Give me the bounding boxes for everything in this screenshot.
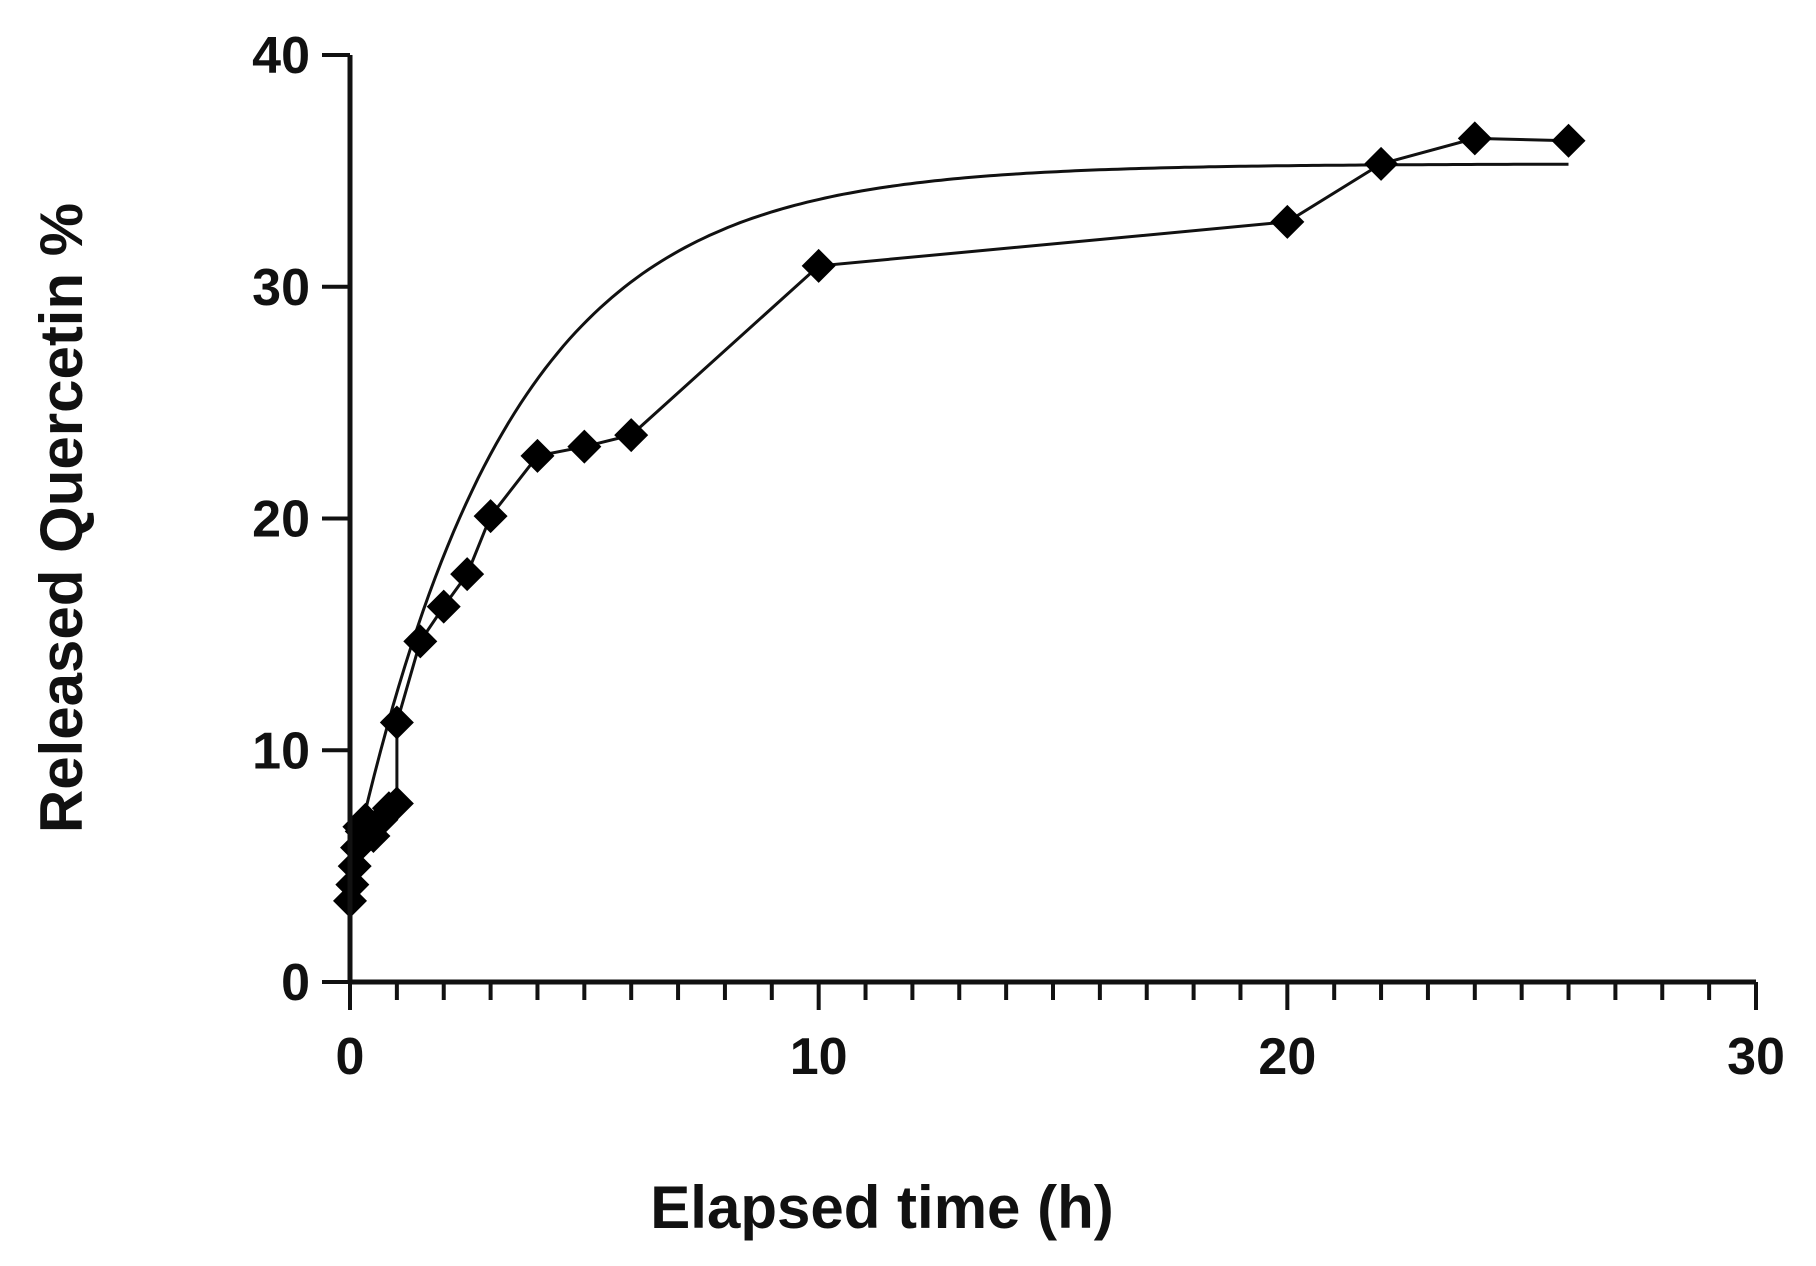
x-axis-title: Elapsed time (h): [650, 1174, 1113, 1241]
data-point-diamond: [1364, 146, 1399, 181]
fit-curve: [348, 162, 1569, 879]
y-tick-label: 0: [281, 954, 310, 1012]
data-point-diamond: [1457, 121, 1492, 156]
x-tick-label: 10: [790, 1028, 848, 1086]
data-point-diamond: [801, 248, 836, 283]
data-point-diamond: [1551, 123, 1586, 158]
data-point-diamond: [379, 786, 414, 821]
data-point-diamond: [426, 589, 461, 624]
y-tick-label: 40: [252, 27, 310, 85]
y-tick-label: 10: [252, 722, 310, 780]
y-axis: 0 10 20 30 40: [252, 27, 353, 1012]
y-axis-title: Released Quercetin %: [28, 203, 95, 833]
data-point-diamond: [1270, 204, 1305, 239]
y-tick-label: 30: [252, 259, 310, 317]
data-point-diamond: [403, 624, 438, 659]
x-axis: 0 10 20 30: [336, 979, 1785, 1086]
data-point-diamond: [473, 499, 508, 534]
y-tick-label: 20: [252, 491, 310, 549]
data-point-diamond: [450, 557, 485, 592]
x-tick-label: 20: [1258, 1028, 1316, 1086]
data-point-diamond: [567, 429, 602, 464]
x-tick-label: 30: [1727, 1028, 1785, 1086]
markers-and-lines: [333, 121, 1586, 918]
x-tick-label: 0: [336, 1028, 365, 1086]
data-point-diamond: [379, 705, 414, 740]
series-line: [348, 136, 1569, 902]
data-point-diamond: [614, 418, 649, 453]
data-point-diamond: [520, 438, 555, 473]
